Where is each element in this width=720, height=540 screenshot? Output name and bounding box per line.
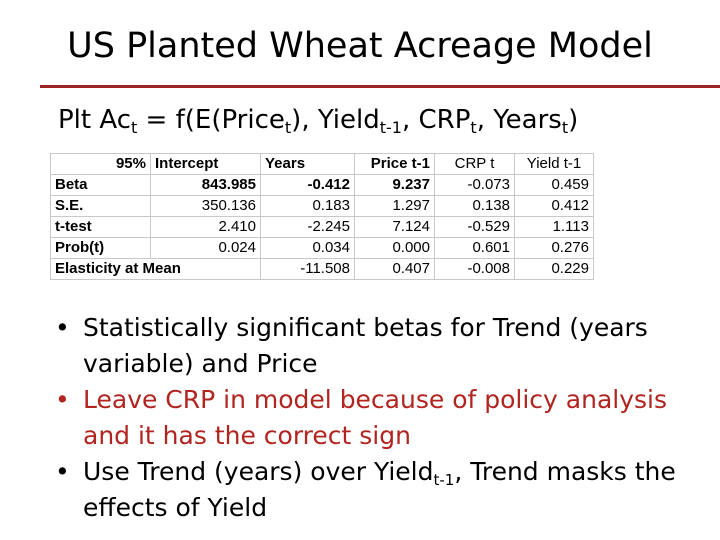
cell: -0.008 [434, 258, 515, 280]
row-label: Elasticity at Mean [50, 258, 261, 280]
cell: 1.297 [354, 195, 435, 217]
formula-text-6: ) [568, 105, 579, 135]
formula-sub-2: t [284, 118, 292, 137]
formula-sub-4: t [470, 118, 477, 137]
bullet-marker: • [55, 385, 70, 414]
list-item: • Use Trend (years) over Yieldt-1, Trend … [55, 454, 720, 526]
table-header-row: 95% Intercept Years Price t-1 CRP t Yiel… [50, 153, 594, 175]
cell: -2.245 [260, 216, 355, 238]
cell: 0.407 [354, 258, 435, 280]
row-label: Prob(t) [50, 237, 151, 259]
cell: 0.601 [434, 237, 515, 259]
formula-text-5: , Years [476, 105, 562, 135]
slide-title: US Planted Wheat Acreage Model [67, 26, 653, 66]
formula-text-4: , CRP [401, 105, 471, 135]
cell: 9.237 [354, 174, 435, 196]
formula-text-2: = f(E(Price [137, 105, 285, 135]
title-divider [40, 85, 720, 88]
cell: 0.183 [260, 195, 355, 217]
cell: -0.412 [260, 174, 355, 196]
bullet-text-start: Use Trend (years) over Yield [83, 457, 434, 486]
formula-text-1: Plt Ac [58, 105, 131, 135]
formula-text-3: ), Yield [291, 105, 380, 135]
header-confidence: 95% [50, 153, 151, 175]
list-item: • Leave CRP in model because of policy an… [55, 382, 720, 454]
cell: 0.459 [514, 174, 594, 196]
regression-table: 95% Intercept Years Price t-1 CRP t Yiel… [50, 153, 594, 280]
header-years: Years [260, 153, 355, 175]
table-row: Prob(t) 0.024 0.034 0.000 0.601 0.276 [50, 237, 594, 259]
bullet-marker: • [55, 313, 70, 342]
cell: 7.124 [354, 216, 435, 238]
bullet-marker: • [55, 457, 70, 486]
header-yield: Yield t-1 [514, 153, 594, 175]
cell: 843.985 [150, 174, 261, 196]
cell: 0.034 [260, 237, 355, 259]
bullet-text-end: , Trend masks the effects of Yield [83, 457, 676, 522]
cell: 1.113 [514, 216, 594, 238]
bullet-text: Leave CRP in model because of policy ana… [83, 385, 668, 450]
cell: 0.412 [514, 195, 594, 217]
bullet-text: Statistically significant betas for Tren… [83, 313, 648, 378]
cell: 0.000 [354, 237, 435, 259]
cell: 350.136 [150, 195, 261, 217]
model-formula: Plt Act = f(E(Pricet), Yieldt-1, CRPt, Y… [58, 102, 578, 138]
row-label: Beta [50, 174, 151, 196]
cell: 0.229 [514, 258, 594, 280]
list-item: • Statistically significant betas for Tre… [55, 310, 720, 382]
header-crp: CRP t [434, 153, 515, 175]
cell: 0.024 [150, 237, 261, 259]
cell: 2.410 [150, 216, 261, 238]
cell: 0.276 [514, 237, 594, 259]
formula-sub-1: t [131, 118, 138, 137]
cell: -0.073 [434, 174, 515, 196]
bullet-list: • Statistically significant betas for Tre… [55, 310, 720, 526]
row-label: t-test [50, 216, 151, 238]
cell: -11.508 [260, 258, 355, 280]
table-row: Elasticity at Mean -11.508 0.407 -0.008 … [50, 258, 594, 280]
cell: 0.138 [434, 195, 515, 217]
table-row: Beta 843.985 -0.412 9.237 -0.073 0.459 [50, 174, 594, 196]
header-price: Price t-1 [354, 153, 435, 175]
cell: -0.529 [434, 216, 515, 238]
bullet-subscript: t-1 [433, 471, 455, 489]
formula-sub-3: t-1 [379, 118, 402, 137]
row-label: S.E. [50, 195, 151, 217]
table-row: t-test 2.410 -2.245 7.124 -0.529 1.113 [50, 216, 594, 238]
table-row: S.E. 350.136 0.183 1.297 0.138 0.412 [50, 195, 594, 217]
formula-sub-5: t [561, 118, 569, 137]
header-intercept: Intercept [150, 153, 261, 175]
